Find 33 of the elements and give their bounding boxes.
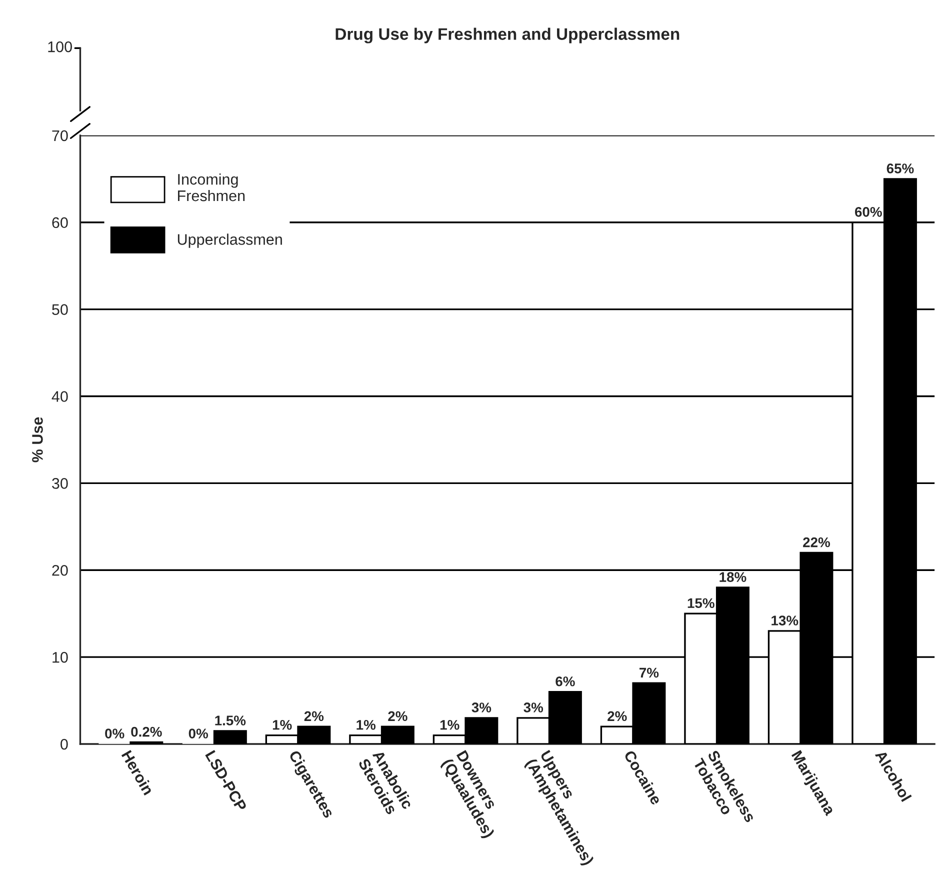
y-tick-label: 50 — [52, 304, 68, 315]
legend-label: Upperclassmen — [178, 234, 282, 248]
data-label: 0.2% — [131, 726, 162, 737]
data-label: 2% — [304, 711, 324, 722]
data-label: 1% — [272, 720, 292, 730]
y-tick-label: 0 — [60, 738, 68, 750]
data-label: 65% — [886, 164, 914, 174]
data-label: 1% — [356, 720, 376, 730]
data-label: 1.5% — [215, 716, 246, 726]
y-tick-label: 20 — [52, 564, 68, 576]
data-label: 13% — [772, 616, 798, 626]
legend-label: Incoming Freshmen — [178, 174, 245, 202]
y-tick-label: 60 — [52, 217, 68, 228]
data-label: 2% — [388, 711, 408, 722]
text: 100 — [48, 41, 72, 52]
data-label: 3% — [524, 702, 544, 712]
data-label: 18% — [720, 572, 746, 582]
data-label: 22% — [803, 537, 830, 548]
data-label: 6% — [556, 676, 575, 686]
data-label: 3% — [472, 702, 492, 712]
data-label: 0% — [188, 728, 208, 738]
y-tick-label: 70 — [52, 130, 68, 142]
data-label: 60% — [855, 207, 882, 217]
y-axis-title: % Use — [32, 417, 43, 462]
data-label: 0% — [105, 728, 124, 738]
data-label: 1% — [440, 720, 460, 730]
data-label: 2% — [608, 711, 627, 722]
y-tick-label: 40 — [52, 391, 68, 402]
y-tick-label: 10 — [52, 652, 68, 663]
data-label: 7% — [640, 668, 659, 678]
text: Drug Use by Freshmen and Upperclassmen — [336, 28, 680, 44]
y-tick-label: 30 — [52, 478, 68, 489]
data-label: 15% — [688, 598, 714, 608]
